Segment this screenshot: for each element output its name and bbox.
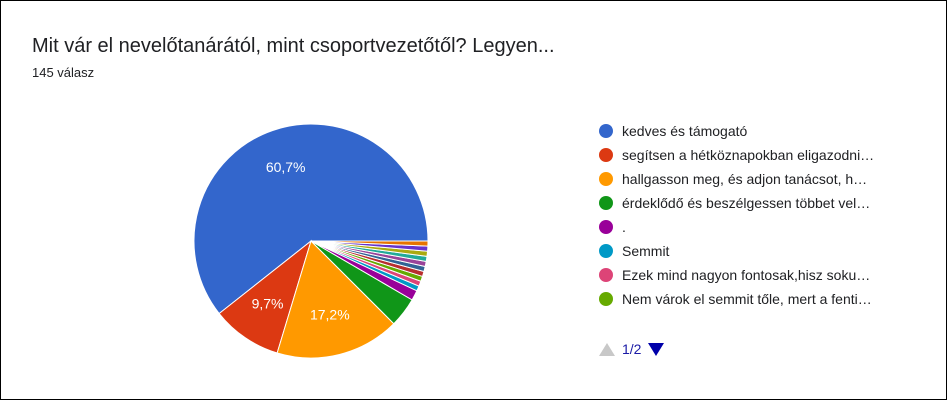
next-page-arrow-icon[interactable]: [648, 342, 665, 356]
legend-swatch: [599, 124, 613, 138]
pie-slices: [193, 123, 429, 359]
legend-swatch: [599, 148, 613, 162]
legend-item[interactable]: hallgasson meg, és adjon tanácsot, h…: [599, 169, 867, 189]
legend-item[interactable]: Nem várok el semmit tőle, mert a fenti…: [599, 289, 872, 309]
legend-label: Nem várok el semmit tőle, mert a fenti…: [622, 291, 872, 307]
pie-slice[interactable]: [310, 240, 429, 247]
legend-swatch: [599, 292, 613, 306]
legend-label: segítsen a hétköznapokban eligazodni…: [622, 147, 875, 163]
legend-item[interactable]: segítsen a hétköznapokban eligazodni…: [599, 145, 874, 165]
legend-item[interactable]: .: [599, 217, 626, 237]
legend-swatch: [599, 172, 613, 186]
pie-data-label: 9,7%: [252, 296, 284, 312]
legend-swatch: [599, 220, 613, 234]
legend-item[interactable]: kedves és támogató: [599, 121, 747, 141]
pie-data-label: 60,7%: [266, 159, 306, 175]
legend-item[interactable]: Ezek mind nagyon fontosak,hisz soku…: [599, 265, 870, 285]
legend-pager: 1/2: [599, 339, 665, 359]
legend-swatch: [599, 268, 613, 282]
pie-slice[interactable]: [193, 123, 429, 315]
legend-label: .: [622, 219, 626, 235]
legend-label: hallgasson meg, és adjon tanácsot, h…: [622, 171, 868, 187]
legend-label: Semmit: [622, 243, 670, 259]
chart-title: Mit vár el nevelőtanárától, mint csoport…: [32, 35, 555, 57]
legend-page-indicator: 1/2: [622, 341, 642, 357]
pie-chart: 60,7% 9,7% 17,2%: [193, 123, 429, 359]
legend-swatch: [599, 196, 613, 210]
legend-label: kedves és támogató: [622, 123, 748, 139]
previous-page-arrow-icon[interactable]: [599, 342, 615, 356]
legend-swatch: [599, 244, 613, 258]
legend-label: Ezek mind nagyon fontosak,hisz soku…: [622, 267, 871, 283]
pie-data-label: 17,2%: [310, 307, 350, 323]
pie-slice[interactable]: [276, 240, 395, 359]
legend-label: érdeklődő és beszélgessen többet vel…: [622, 195, 871, 211]
legend-item[interactable]: érdeklődő és beszélgessen többet vel…: [599, 193, 870, 213]
legend-item[interactable]: Semmit: [599, 241, 669, 261]
pie-data-labels: 60,7% 9,7% 17,2%: [252, 159, 350, 323]
response-count: 145 válasz: [32, 65, 95, 80]
